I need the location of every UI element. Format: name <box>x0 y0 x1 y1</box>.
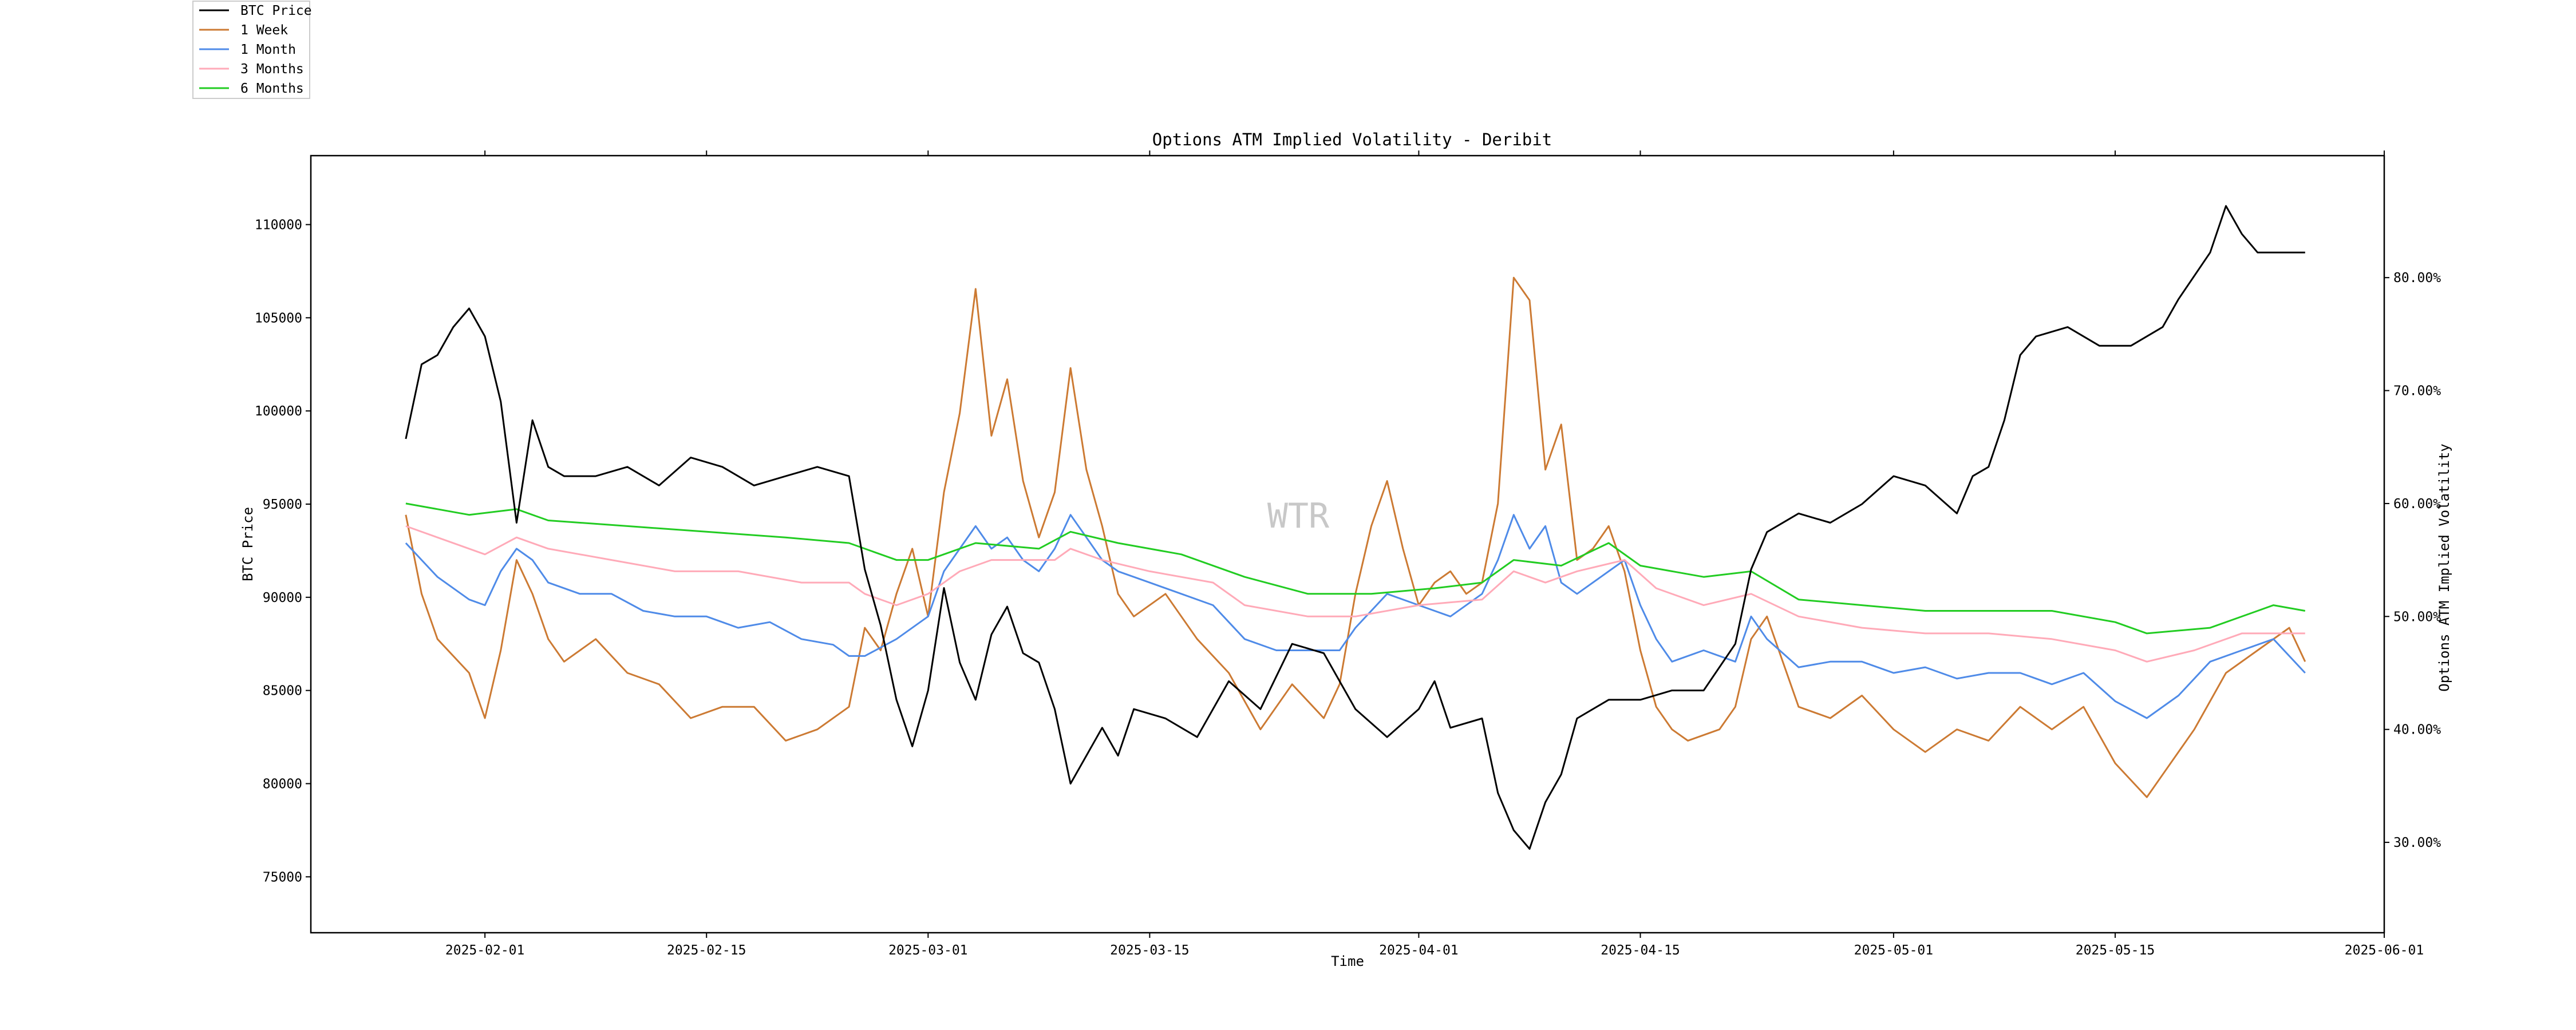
legend-label: BTC Price <box>240 3 312 18</box>
y-left-tick-label: 100000 <box>255 404 302 419</box>
y-left-axis-ticks: 75000 80000 85000 90000 95000 100000 105000 110… <box>255 217 311 885</box>
y-right-tick-label: 40.00% <box>2393 723 2441 738</box>
series-line-6-months <box>405 502 2306 635</box>
x-tick-label: 2025-03-15 <box>1110 943 1189 958</box>
plot-frame <box>310 154 2385 934</box>
legend-label: 1 Week <box>240 23 288 38</box>
legend-label: 6 Months <box>240 81 304 96</box>
y-right-tick-label: 70.00% <box>2393 384 2441 399</box>
x-tick-label: 2025-02-01 <box>445 943 524 958</box>
x-tick-label: 2025-05-15 <box>2076 943 2155 958</box>
x-tick-label: 2025-05-01 <box>1854 943 1933 958</box>
y-right-axis-label: Options ATM Implied Volatility <box>2436 443 2452 691</box>
series-line-btc-price <box>405 205 2305 850</box>
series-line-3-months <box>405 525 2305 663</box>
y-left-tick-label: 110000 <box>255 217 302 232</box>
series-lines <box>405 205 2306 850</box>
chart-title: Options ATM Implied Volatility - Deribit <box>1152 130 1552 149</box>
y-right-axis-ticks: 30.00% 40.00% 50.00% 60.00% 70.00% 80.00% <box>2384 271 2441 850</box>
legend-label: 3 Months <box>240 62 304 77</box>
plot-area: WTR <box>310 154 2385 934</box>
y-left-tick-label: 90000 <box>263 591 302 605</box>
y-left-tick-label: 95000 <box>263 497 302 512</box>
series-line-1-month <box>405 514 2306 719</box>
x-tick-label: 2025-06-01 <box>2345 943 2424 958</box>
y-right-tick-label: 60.00% <box>2393 497 2441 512</box>
y-left-tick-label: 80000 <box>263 777 302 791</box>
y-right-tick-label: 50.00% <box>2393 609 2441 624</box>
x-tick-label: 2025-02-15 <box>667 943 746 958</box>
y-left-tick-label: 105000 <box>255 311 302 326</box>
y-left-tick-label: 85000 <box>263 684 302 699</box>
x-tick-label: 2025-04-01 <box>1379 943 1458 958</box>
x-tick-label: 2025-03-01 <box>888 943 967 958</box>
y-right-tick-label: 80.00% <box>2393 271 2441 286</box>
legend: BTC Price 1 Week 1 Month 3 Months 6 Months <box>192 1 312 99</box>
y-left-axis-label: BTC Price <box>240 507 256 581</box>
x-axis-ticks: 2025-02-01 2025-02-15 2025-03-01 2025-03-15… <box>445 150 2424 958</box>
y-right-tick-label: 30.00% <box>2393 835 2441 850</box>
legend-items: BTC Price 1 Week 1 Month 3 Months 6 Months <box>199 3 312 96</box>
x-axis-label: Time <box>1331 953 1364 969</box>
watermark: WTR <box>1267 496 1330 536</box>
legend-label: 1 Month <box>240 42 296 57</box>
y-left-tick-label: 75000 <box>263 870 302 885</box>
x-tick-label: 2025-04-15 <box>1601 943 1680 958</box>
